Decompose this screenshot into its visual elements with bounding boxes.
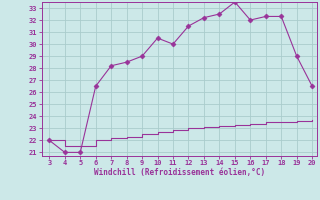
X-axis label: Windchill (Refroidissement éolien,°C): Windchill (Refroidissement éolien,°C) — [94, 168, 265, 177]
